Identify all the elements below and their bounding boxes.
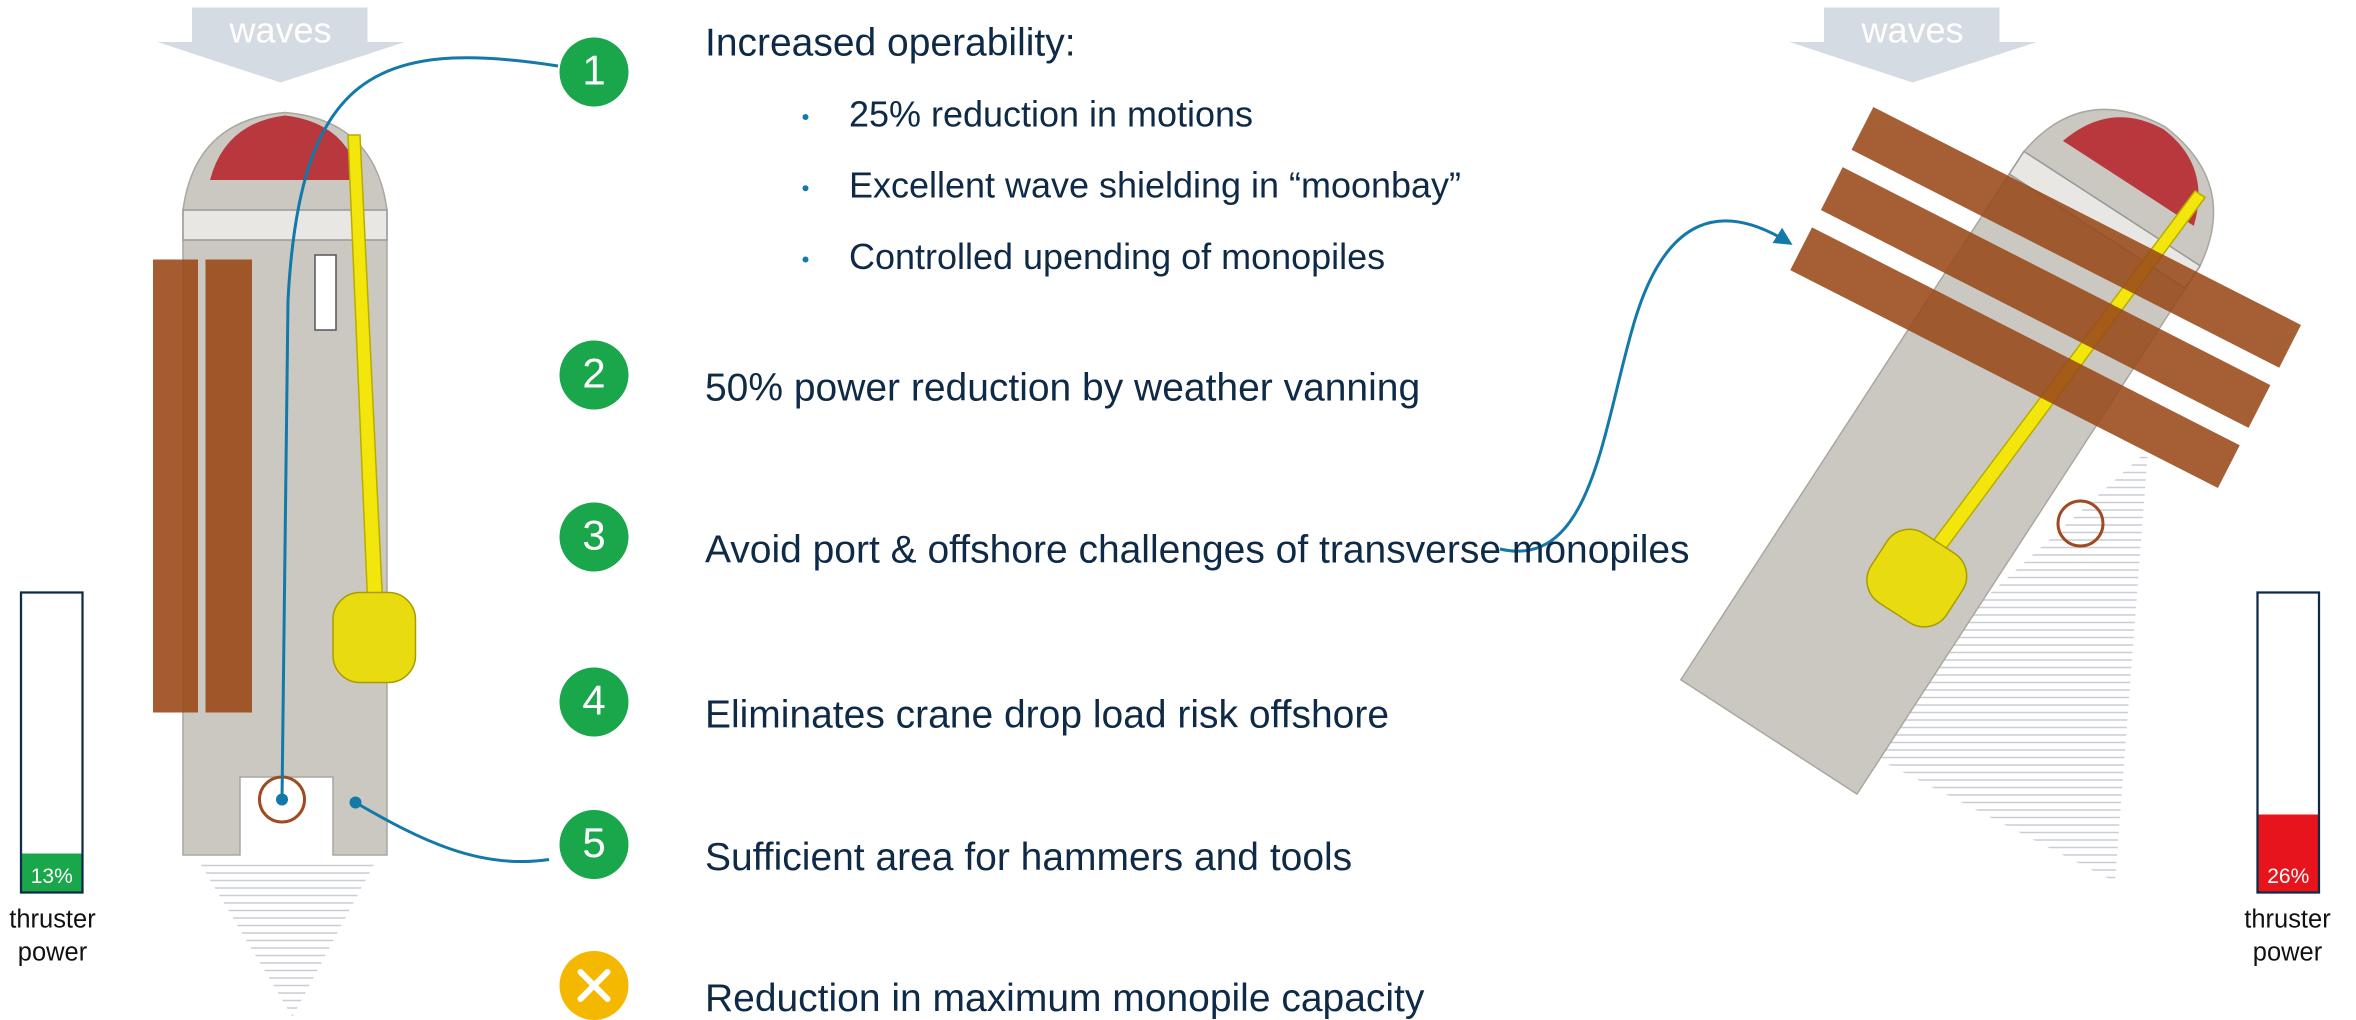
item-number: 3 <box>582 512 605 559</box>
waves-label: waves <box>1860 10 1963 51</box>
bullet-text: 25% reduction in motions <box>849 94 1253 135</box>
item-number: 4 <box>582 677 605 724</box>
page: { "left_panel": {"waves": "waves", "gaug… <box>0 0 2356 1020</box>
item-text: Reduction in maximum monopile capacity <box>705 977 1425 1020</box>
item-number: 1 <box>582 47 605 94</box>
bullet <box>802 257 808 263</box>
bullet <box>802 185 808 191</box>
gauge-caption: thruster <box>9 906 96 934</box>
item-text: Eliminates crane drop load risk offshore <box>705 693 1389 736</box>
item-number: 5 <box>582 819 605 866</box>
item-text: Increased operability: <box>705 21 1076 64</box>
connector-arrow <box>1500 221 1789 551</box>
gauge-caption: power <box>2253 939 2323 967</box>
gauge-frame <box>21 592 82 892</box>
waves-label: waves <box>228 10 331 51</box>
bullet <box>802 114 808 120</box>
slide: waves waves thruster power thruster powe… <box>0 0 2356 1020</box>
bullet-text: Excellent wave shielding in “moonbay” <box>849 165 1461 206</box>
item-number: 2 <box>582 350 605 397</box>
gauge-caption: thruster <box>2244 906 2331 934</box>
gauge-label: 13% <box>31 865 73 888</box>
connector-dot <box>349 796 361 808</box>
gauge-caption: power <box>18 939 88 967</box>
vessel-left <box>153 113 415 855</box>
connector-dot <box>276 793 288 805</box>
item-text: Avoid port & offshore challenges of tran… <box>705 528 1690 571</box>
bullet-text: Controlled upending of monopiles <box>849 236 1385 277</box>
item-text: 50% power reduction by weather vanning <box>705 366 1420 409</box>
item-text: Sufficient area for hammers and tools <box>705 836 1352 879</box>
gauge-label: 26% <box>2267 865 2309 888</box>
wave-hatch <box>180 865 390 1015</box>
